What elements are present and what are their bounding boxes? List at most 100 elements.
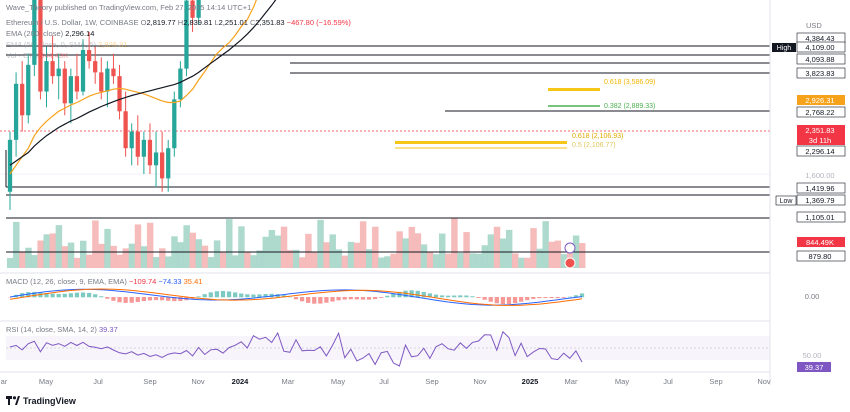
macd-hist-bar — [555, 297, 560, 299]
price-badge — [796, 67, 846, 79]
macd-hist-bar — [348, 297, 353, 300]
macd-hist-bar — [50, 293, 55, 298]
macd-hist-bar — [573, 295, 579, 298]
tradingview-footer[interactable]: TradingView — [6, 396, 76, 406]
volume-bar — [518, 257, 525, 268]
price-badge-text: 2,768.22 — [805, 108, 834, 117]
time-axis-label: 2024 — [232, 377, 250, 386]
c-label: C — [249, 18, 256, 27]
macd-hist-bar — [306, 297, 311, 303]
candle-body — [56, 68, 61, 77]
price-badge-text: 1,369.79 — [805, 196, 834, 205]
ema-lines — [9, 0, 277, 175]
time-axis-label: Nov — [191, 377, 205, 386]
low-tag-text: Low — [780, 198, 794, 205]
macd-hist-bar — [281, 295, 286, 298]
candle-body — [26, 64, 31, 116]
time-axis-label: Sep — [143, 377, 156, 386]
fib-label: 0.382 (2,889.33) — [604, 103, 655, 110]
volume-bar — [335, 249, 343, 268]
volume-bar — [408, 226, 416, 268]
candle-body — [105, 68, 110, 92]
rsi-legend[interactable]: RSI (14, close, SMA, 14, 2) 39.37 — [6, 325, 118, 335]
macd-hist-bar — [494, 297, 499, 304]
ema200-label: EMA (200, close) — [6, 29, 64, 38]
macd-hist-bar — [135, 297, 140, 303]
volume-bar — [311, 251, 318, 268]
ohlc-open: 2,819.77 — [146, 18, 176, 27]
ema200-legend[interactable]: EMA (200, close) 2,296.14 — [6, 29, 94, 39]
candle-body — [196, 0, 201, 18]
price-badge-text: 1,105.01 — [805, 213, 834, 222]
macd-hist-bar — [251, 294, 256, 298]
macd-hist-bar — [336, 297, 341, 301]
time-axis-label: Sep — [709, 377, 722, 386]
volume-bar — [92, 220, 99, 268]
macd-hist-bar — [561, 297, 566, 298]
candle-body — [20, 83, 25, 116]
macd-hist-bar — [342, 297, 347, 300]
macd-hist-bar — [433, 294, 439, 298]
symbol-name[interactable]: Ethereum / U.S. Dollar, 1W, COINBASE — [6, 18, 139, 27]
volume-bar — [61, 246, 69, 268]
time-axis-label: Sep — [425, 377, 438, 386]
macd-hist-bar — [202, 294, 207, 298]
volume-bar — [183, 225, 190, 268]
volume-bar — [499, 238, 507, 268]
volume-bar — [542, 221, 549, 268]
volume-bar — [244, 251, 251, 268]
volume-bar — [49, 233, 57, 268]
ema50-value: 2,926.31 — [98, 40, 128, 49]
macd-hist-bar — [482, 297, 487, 300]
volume-bar — [86, 254, 93, 268]
macd-hist-bar — [105, 297, 110, 299]
candle-body — [80, 50, 86, 92]
candle-body — [135, 131, 140, 157]
price-badge-text: 4,093.88 — [805, 55, 834, 64]
macd-hist-bar — [543, 297, 548, 298]
macd-hist-bar — [549, 297, 554, 299]
volume-bar — [548, 241, 556, 268]
macd-legend[interactable]: MACD (12, 26, close, 9, EMA, EMA) −109.7… — [6, 277, 202, 287]
volume-bar — [128, 243, 136, 268]
macd-hist-bar — [233, 292, 238, 298]
volume-bar — [305, 233, 312, 268]
publish-info: Wave_Theory published on TradingView.com… — [6, 3, 252, 12]
volume-bar — [536, 248, 543, 268]
volume-bar — [359, 221, 367, 268]
volume-legend[interactable]: Vol · ETH 844.49K — [6, 51, 68, 61]
price-badge — [796, 145, 846, 157]
candle-body — [74, 76, 80, 92]
volume-bar — [530, 228, 537, 268]
volume-bar — [201, 245, 209, 268]
macd-hist-bar — [214, 291, 220, 298]
volume-bar — [195, 239, 203, 268]
volume-bar — [347, 241, 355, 268]
volume-bar — [207, 257, 215, 268]
tradingview-logo-icon — [6, 396, 20, 405]
fib-label: 0.5 (2,106.77) — [572, 142, 616, 149]
volume-bar — [280, 226, 288, 268]
volume-bar — [31, 255, 38, 268]
candle-body — [44, 61, 49, 92]
price-badge-text: 4,109.00 — [805, 43, 834, 52]
macd-hist-bar — [312, 297, 317, 304]
price-badge-text: 2,351.83 — [805, 126, 834, 135]
price-badge — [797, 125, 845, 135]
volume-bar — [25, 247, 32, 268]
macd-hist-bar — [44, 293, 49, 298]
volume-bar — [341, 255, 349, 268]
candle-body — [147, 139, 153, 166]
candle-body — [166, 148, 171, 179]
fib-label: 0.618 (3,586.09) — [604, 79, 655, 86]
volume-bar — [378, 257, 385, 268]
volume-bar — [560, 254, 568, 268]
macd-hist-bar — [354, 297, 359, 300]
volume-bar — [159, 248, 166, 268]
ema50-legend[interactable]: EMA (50, close, 0, SMA, 5) 2,926.31 — [6, 40, 127, 50]
rsi-line — [9, 330, 583, 367]
candle-body — [13, 83, 19, 140]
macd-hist-value: 35.41 — [183, 277, 203, 286]
volume-bar — [463, 232, 470, 268]
